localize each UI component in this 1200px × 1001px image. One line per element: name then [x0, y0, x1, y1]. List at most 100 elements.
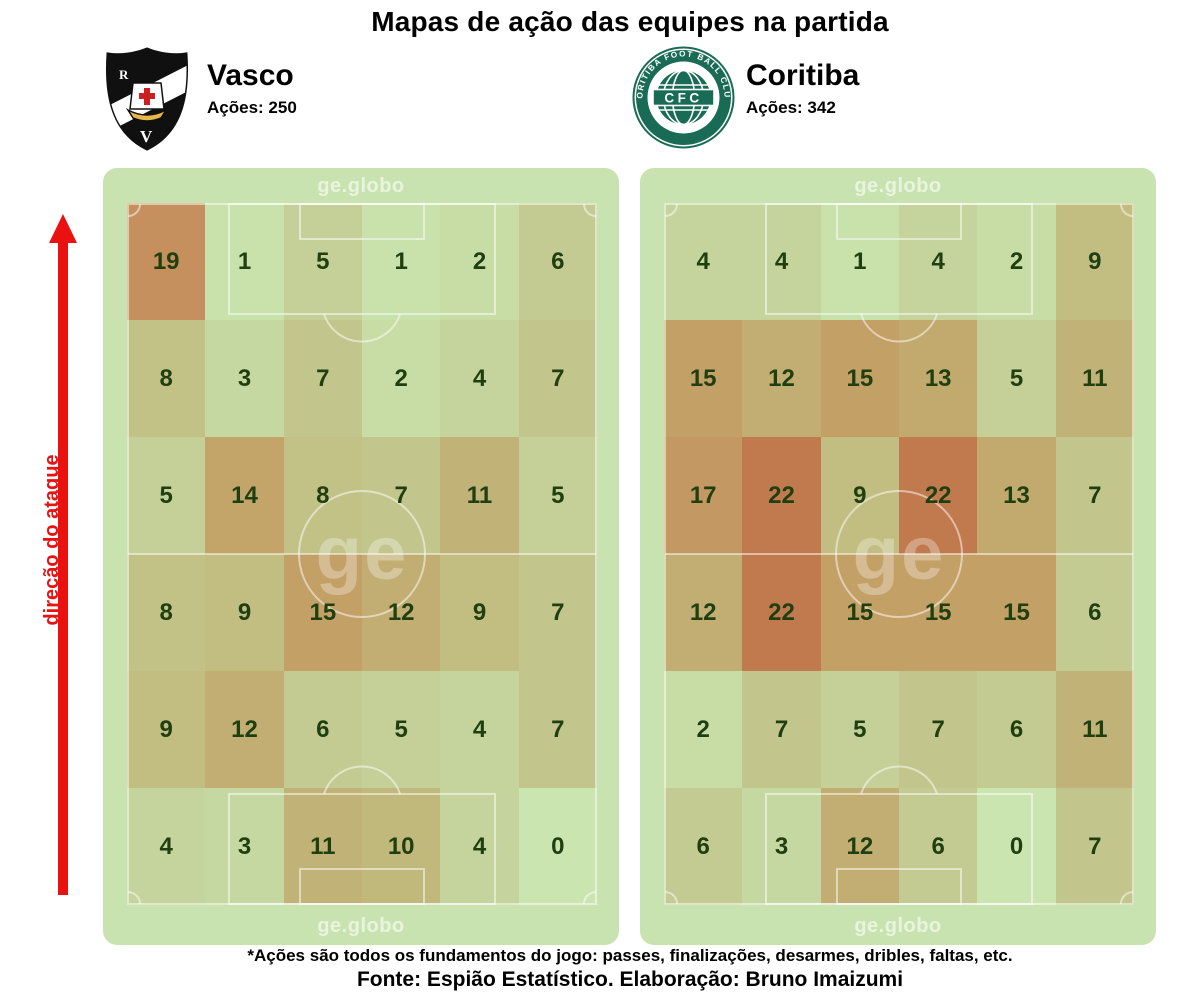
heatmap-cell: 5 — [127, 437, 206, 554]
heatmap-cell: 13 — [899, 320, 978, 437]
coritiba-crest-icon: CORITIBA FOOT BALL CLUB PARANA CFC — [632, 46, 735, 149]
cell-value: 19 — [152, 247, 180, 275]
heatmap-cell: 15 — [820, 320, 899, 437]
cell-value: 11 — [1082, 715, 1108, 743]
cell-value: 6 — [1009, 715, 1024, 743]
heatmap-cell: 12 — [742, 320, 821, 437]
heatmap-cell: 17 — [664, 437, 743, 554]
heatmap-cell: 12 — [205, 671, 284, 788]
heatmap-cell: 2 — [977, 203, 1056, 320]
heatmap-cell: 5 — [977, 320, 1056, 437]
heatmap-cell: 15 — [820, 554, 899, 671]
heatmap-cell: 6 — [1055, 554, 1134, 671]
attack-direction-label: direção do ataque — [41, 454, 63, 626]
cell-value: 6 — [696, 832, 710, 860]
cell-value: 0 — [551, 832, 565, 860]
attack-direction-arrow-icon — [49, 214, 77, 243]
cell-value: 7 — [316, 364, 330, 392]
cell-value: 0 — [1009, 832, 1024, 860]
cell-value: 7 — [551, 364, 565, 392]
cell-value: 6 — [931, 832, 945, 860]
heatmap-cell: 7 — [518, 554, 597, 671]
cell-value: 7 — [774, 715, 789, 743]
pitch-vasco: 19 1 5 1 2 6 8 3 7 2 4 7 5 14 8 7 11 5 8 9 15 12 9 7 9 12 6 5 4 7 4 3 11… — [127, 203, 597, 905]
heatmap-cell: 4 — [664, 203, 743, 320]
heatmap-cell: 5 — [518, 437, 597, 554]
cell-value: 14 — [231, 481, 258, 509]
heatmap-cell: 7 — [742, 671, 821, 788]
cell-value: 12 — [689, 598, 717, 626]
cell-value: 2 — [472, 247, 487, 275]
cell-value: 22 — [924, 481, 952, 509]
cell-value: 5 — [551, 481, 565, 509]
cell-value: 4 — [931, 247, 945, 275]
heatmap-cell: 2 — [664, 671, 743, 788]
heatmap-cell: 3 — [205, 320, 284, 437]
ge-globo-watermark: ge.globo — [854, 175, 942, 197]
cell-value: 6 — [1088, 598, 1102, 626]
cell-value: 8 — [159, 598, 173, 626]
heatmap-cell: 9 — [820, 437, 899, 554]
heatmap-cell: 14 — [205, 437, 284, 554]
cell-value: 5 — [853, 715, 867, 743]
heatmap-cell: 7 — [1055, 437, 1134, 554]
cell-value: 9 — [853, 481, 867, 509]
cell-value: 7 — [1088, 832, 1102, 860]
heatmap-cell: 5 — [820, 671, 899, 788]
heatmap-cell: 7 — [899, 671, 978, 788]
cell-value: 8 — [159, 364, 173, 392]
heatmap-cell: 4 — [127, 788, 206, 905]
heatmap-cell: 8 — [127, 554, 206, 671]
heatmap-cell: 11 — [440, 437, 519, 554]
heatmap-cell: 5 — [283, 203, 362, 320]
heatmap-cell: 9 — [127, 671, 206, 788]
cell-value: 4 — [696, 247, 710, 275]
heatmap-cell: 22 — [742, 554, 821, 671]
cell-value: 2 — [394, 364, 408, 392]
cell-value: 7 — [394, 481, 408, 509]
cell-value: 5 — [316, 247, 330, 275]
heatmap-cell: 6 — [518, 203, 597, 320]
cell-value: 15 — [689, 364, 717, 392]
cell-value: 3 — [774, 832, 789, 860]
pitch-coritiba: 4 4 1 4 2 9 15 12 15 13 5 11 17 22 9 22 13 7 12 22 15 15 15 6 2 7… — [664, 203, 1134, 905]
cell-value: 15 — [309, 598, 337, 626]
cell-value: 1 — [394, 247, 408, 275]
cell-value: 12 — [846, 832, 874, 860]
cell-value: 4 — [159, 832, 173, 860]
cell-value: 2 — [1009, 247, 1024, 275]
heatmap-cell: 1 — [205, 203, 284, 320]
heatmap-grid-coritiba: 4 4 1 4 2 9 15 12 15 13 5 11 17 22 9 22 13 7 12 22 15 15 15 6 2 7… — [664, 203, 1134, 905]
cell-value: 11 — [1082, 364, 1108, 392]
heatmap-cell: 15 — [664, 320, 743, 437]
cell-value: 6 — [551, 247, 565, 275]
cell-value: 7 — [1088, 481, 1102, 509]
heatmap-cell: 12 — [664, 554, 743, 671]
heatmap-cell: 15 — [899, 554, 978, 671]
ge-globo-watermark: ge.globo — [317, 915, 405, 937]
cell-value: 7 — [931, 715, 945, 743]
heatmap-cell: 6 — [899, 788, 978, 905]
cell-value: 9 — [472, 598, 487, 626]
cell-value: 8 — [316, 481, 330, 509]
coritiba-header: Coritiba Ações: 342 — [746, 58, 859, 119]
heatmap-cell: 7 — [283, 320, 362, 437]
cell-value: 12 — [231, 715, 258, 743]
heatmap-cell: 3 — [742, 788, 821, 905]
ge-globo-watermark: ge.globo — [317, 175, 405, 197]
pitch-card-coritiba: ge.globo 4 4 1 4 2 9 15 12 15 13 5 11 17 22 9 22 13 7 12 22… — [640, 168, 1156, 945]
cell-value: 12 — [768, 364, 795, 392]
team-name-coritiba: Coritiba — [746, 59, 860, 92]
heatmap-cell: 6 — [283, 671, 362, 788]
heatmap-cell: 11 — [1055, 671, 1134, 788]
attack-direction-arrow-shaft — [58, 242, 68, 895]
cell-value: 4 — [472, 832, 487, 860]
heatmap-cell: 3 — [205, 788, 284, 905]
team-name-vasco: Vasco — [207, 59, 294, 92]
team-actions-coritiba: Ações: 342 — [746, 98, 836, 117]
heatmap-cell: 2 — [440, 203, 519, 320]
heatmap-cell: 12 — [362, 554, 441, 671]
cell-value: 11 — [466, 481, 493, 509]
cell-value: 1 — [853, 247, 867, 275]
pitch-card-vasco: ge.globo 19 1 5 1 2 6 8 3 7 2 4 7 5 14 8 7 11 5 8 9 15 12 9 7 9 1… — [103, 168, 619, 945]
